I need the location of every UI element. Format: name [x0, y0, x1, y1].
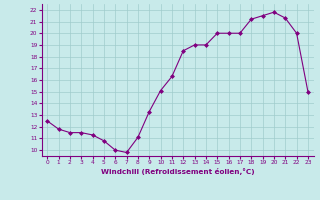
X-axis label: Windchill (Refroidissement éolien,°C): Windchill (Refroidissement éolien,°C)	[101, 168, 254, 175]
